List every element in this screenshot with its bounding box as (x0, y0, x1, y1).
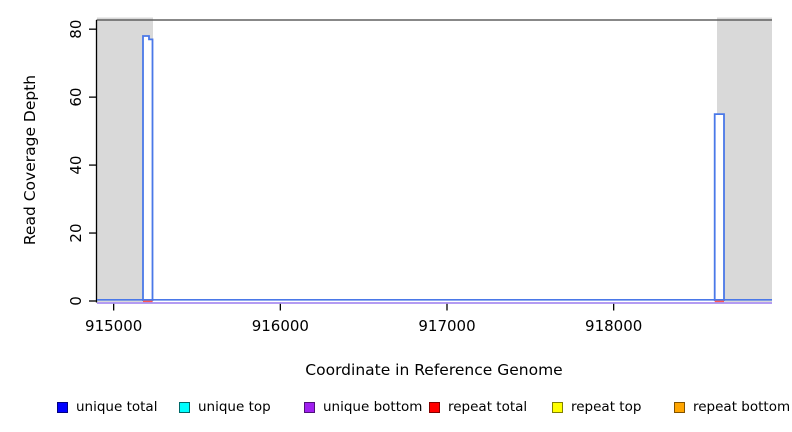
coverage-peak (142, 35, 154, 301)
y-tick-label: 20 (67, 223, 85, 242)
y-tick-label: 40 (67, 156, 85, 175)
y-tick-label: 60 (67, 88, 85, 107)
y-tick-label: 80 (67, 20, 85, 39)
y-axis-title: Read Coverage Depth (21, 74, 39, 246)
x-tick-label: 918000 (585, 317, 642, 335)
x-tick-label: 915000 (85, 317, 142, 335)
x-tick-label: 917000 (418, 317, 475, 335)
x-axis-title: Coordinate in Reference Genome (305, 361, 563, 379)
x-tick-label: 916000 (252, 317, 309, 335)
y-tick-label: 0 (67, 296, 85, 306)
repeat-region-band (717, 17, 772, 302)
coverage-peak (713, 113, 725, 301)
